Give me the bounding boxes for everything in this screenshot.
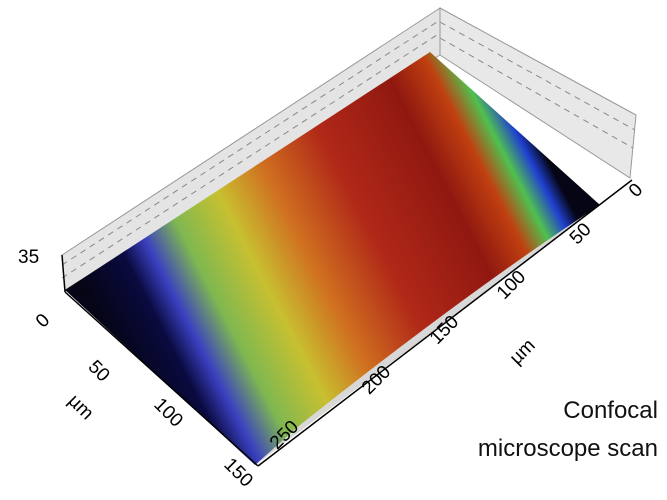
left-axis-label: µm bbox=[64, 390, 98, 424]
caption: Confocal bbox=[563, 397, 658, 424]
z-tick: 35 bbox=[18, 247, 39, 268]
left-tick: 100 bbox=[149, 394, 186, 431]
z-tick: 0 bbox=[32, 310, 54, 332]
right-tick: 0 bbox=[625, 179, 647, 201]
caption: microscope scan bbox=[478, 435, 658, 462]
surface-plot: 35 0 50 100 150 µm 250 200 150 100 50 0 … bbox=[0, 0, 667, 500]
right-axis-label: µm bbox=[506, 335, 540, 369]
left-tick: 50 bbox=[84, 356, 114, 386]
